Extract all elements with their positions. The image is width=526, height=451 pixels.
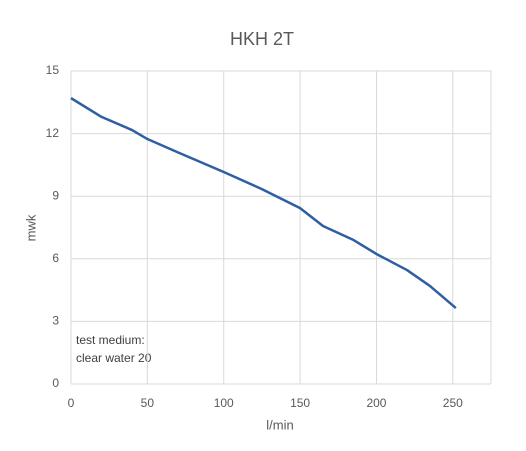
y-tick-label: 6 (52, 251, 59, 265)
data-line (70, 97, 457, 309)
x-axis-label: l/min (266, 417, 293, 432)
x-tick-label: 50 (141, 396, 155, 410)
x-tick-label: 100 (214, 396, 234, 410)
y-tick-label: 3 (52, 314, 59, 328)
y-tick-label: 12 (46, 126, 60, 140)
chart-title: HKH 2T (230, 29, 294, 49)
y-tick-label: 9 (52, 188, 59, 202)
y-axis-label: mwk (23, 214, 38, 241)
annotation: clear water 20 (76, 351, 152, 365)
x-tick-label: 150 (290, 396, 310, 410)
y-tick-label: 0 (52, 376, 59, 390)
x-tick-label: 0 (68, 396, 75, 410)
x-tick-label: 250 (443, 396, 463, 410)
annotation: test medium: (76, 333, 145, 347)
y-tick-label: 15 (46, 63, 60, 77)
x-tick-label: 200 (366, 396, 386, 410)
